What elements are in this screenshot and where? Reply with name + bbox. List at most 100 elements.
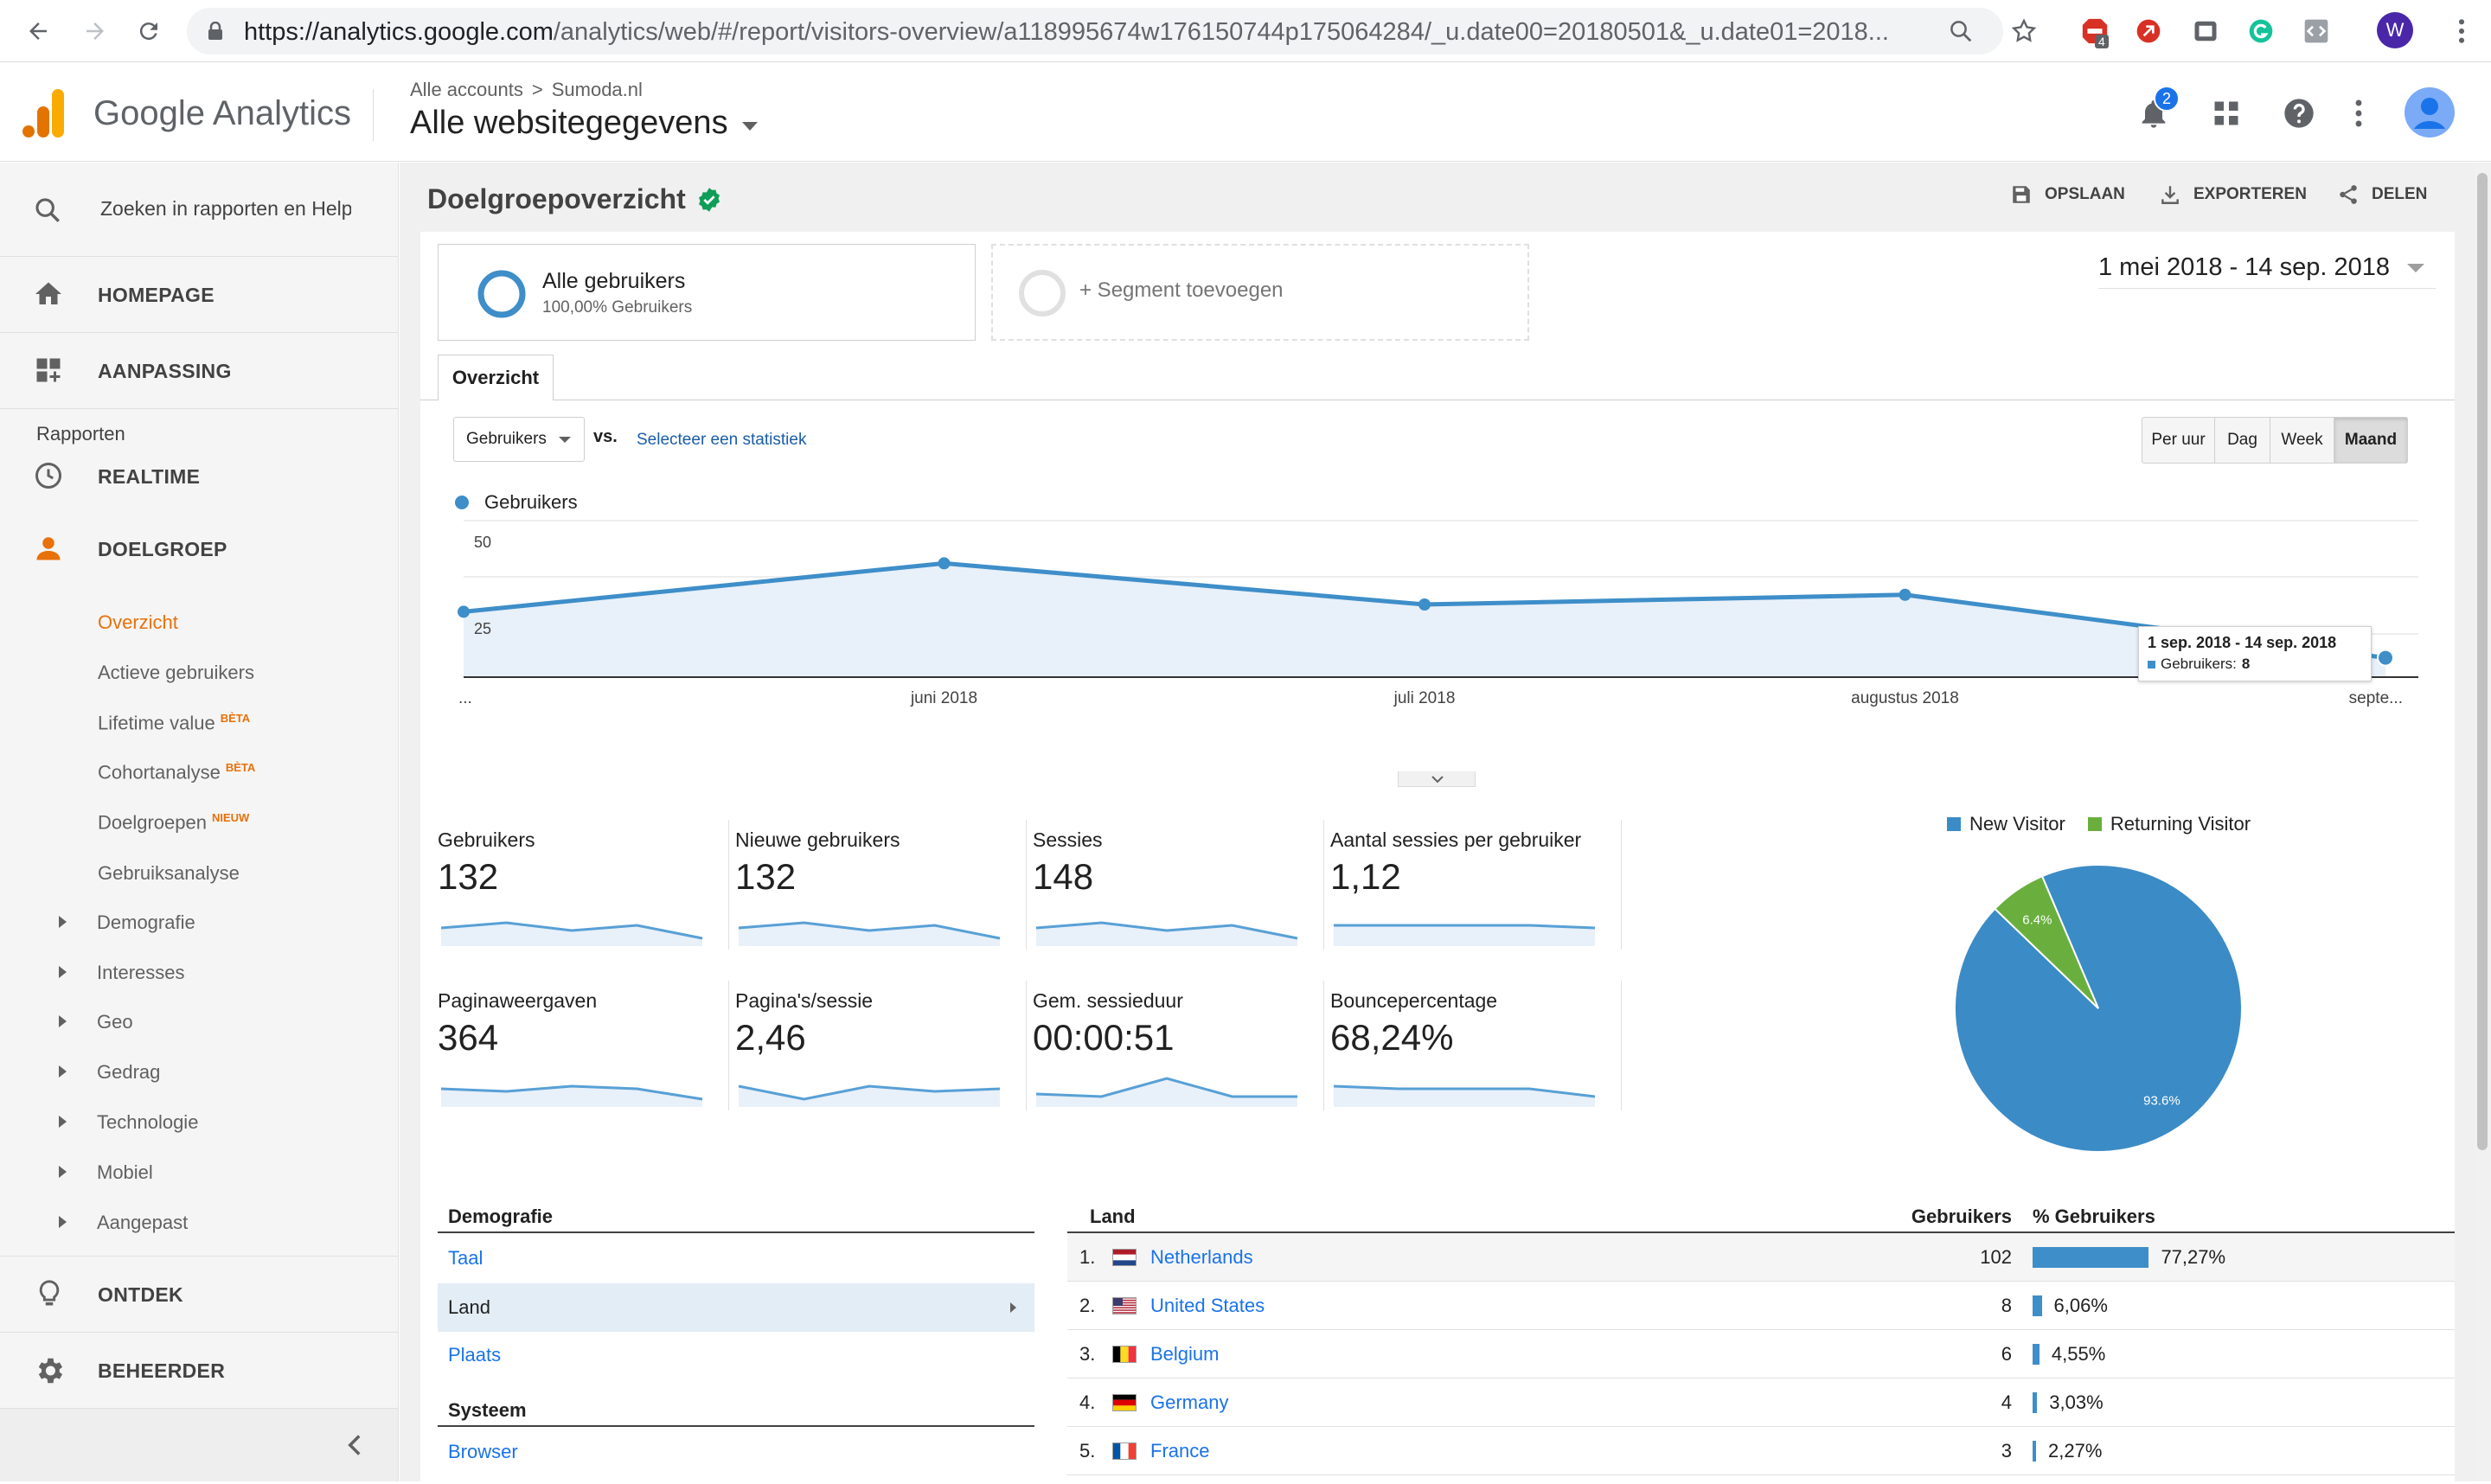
select-statistic-link[interactable]: Selecteer een statistiek [637,431,807,449]
extension-adblock-icon[interactable]: 4 [2076,12,2114,50]
chart-resize-handle[interactable] [1398,771,1476,787]
kpi-sparkline [1333,1084,1596,1107]
export-button[interactable]: EXPORTEREN [2159,183,2307,206]
more-menu-icon[interactable] [2354,98,2363,129]
share-button[interactable]: DELEN [2337,183,2427,206]
extension-red-icon[interactable] [2129,12,2168,50]
row-rank: 3. [1079,1343,1096,1365]
legend-label: Gebruikers [484,491,578,513]
kpi-divider [728,981,729,1110]
legend-label-returning-visitor: Returning Visitor [2110,813,2251,835]
sidebar-item-admin[interactable]: BEHEERDER [0,1332,399,1408]
extension-cast-icon[interactable] [2187,12,2225,50]
date-range-picker[interactable]: 1 mei 2018 - 14 sep. 2018 [2098,247,2436,289]
sidebar-item-discover[interactable]: ONTDEK [0,1256,399,1332]
page-scrollbar[interactable] [2474,163,2491,1481]
sidebar-item-homepage[interactable]: HOMEPAGE [0,256,399,332]
profile-avatar[interactable]: W [2377,12,2413,48]
kpi-card: Pagina's/sessie 2,46 [735,989,1012,1119]
verified-check-icon [696,187,722,213]
scrollbar-thumb[interactable] [2477,173,2488,1150]
granularity-week[interactable]: Week [2270,418,2334,463]
chart-legend: Gebruikers [455,491,578,514]
url-text: https://analytics.google.com/analytics/w… [244,18,1889,46]
kpi-title: Nieuwe gebruikers [735,828,900,851]
view-selector[interactable]: Alle websitegegevens [410,105,758,142]
sidebar-subitem-behavior[interactable]: Gedrag [97,1061,161,1083]
country-heading-rule [1067,1231,2455,1233]
data-point[interactable] [2377,649,2394,667]
kpi-divider [1026,981,1027,1110]
forward-icon[interactable] [76,12,114,50]
help-icon[interactable] [2282,96,2316,131]
sidebar-item-customization[interactable]: AANPASSING [0,332,399,408]
kpi-divider [1026,820,1027,950]
sidebar-subitem-audiences[interactable]: Doelgroepen NIEUW [98,811,249,834]
country-link[interactable]: Germany [1150,1391,1229,1413]
chrome-menu-icon[interactable] [2443,12,2481,50]
expand-caret-icon [59,1015,67,1027]
account-avatar-icon[interactable] [2405,87,2455,138]
ga-logo-icon[interactable] [22,89,66,138]
data-point[interactable] [1418,598,1431,611]
granularity-buttons: Per uur Dag Week Maand [2142,417,2408,464]
search-input[interactable]: Zoeken in rapporten en Help [100,197,351,220]
zoom-icon[interactable] [1948,18,1974,44]
system-link-browser[interactable]: Browser [448,1441,518,1462]
country-link[interactable]: France [1150,1440,1210,1462]
reload-icon[interactable] [130,12,168,50]
add-segment-button[interactable]: + Segment toevoegen [991,244,1529,341]
data-point[interactable] [1899,588,1911,601]
bookmark-star-icon[interactable] [2005,12,2043,50]
data-point[interactable] [458,605,470,618]
metric-select[interactable]: Gebruikers [453,417,585,462]
granularity-month[interactable]: Maand [2334,418,2407,463]
country-link[interactable]: United States [1150,1295,1265,1316]
sidebar-item-realtime[interactable]: REALTIME [0,448,399,505]
pie-slice-label: 6.4% [2022,912,2052,927]
sidebar-subitem-demographics[interactable]: Demografie [97,912,195,933]
sidebar-subitem-lifetime-value[interactable]: Lifetime value BÈTA [98,712,250,734]
extension-grammarly-icon[interactable] [2242,12,2280,50]
demography-link-language[interactable]: Taal [448,1247,483,1269]
sidebar-subitem-custom[interactable]: Aangepast [97,1212,189,1233]
sidebar-search[interactable]: Zoeken in rapporten en Help [0,163,399,256]
sidebar-subitem-cohort-analysis[interactable]: Cohortanalyse BÈTA [98,761,255,784]
sidebar-subitem-overview[interactable]: Overzicht [98,611,178,633]
save-button[interactable]: OPSLAAN [2010,183,2125,206]
pie-slice-returning-visitor[interactable] [1994,874,2099,1009]
demography-row-country-selected[interactable]: Land [438,1283,1034,1332]
row-pct-value: 4,55% [2051,1343,2106,1365]
sidebar-subitem-geo[interactable]: Geo [97,1011,133,1033]
breadcrumb-root[interactable]: Alle accounts [410,79,523,100]
country-link[interactable]: Belgium [1150,1343,1220,1365]
sidebar-subitem-active-users[interactable]: Actieve gebruikers [98,662,254,683]
segment-card-all-users[interactable]: Alle gebruikers 100,00% Gebruikers [438,244,976,341]
row-divider [1067,1281,2455,1282]
notifications-icon[interactable]: 2 [2136,86,2180,131]
sidebar-item-audience[interactable]: DOELGROEP [0,521,399,578]
sidebar-subitem-interests[interactable]: Interesses [97,962,185,983]
data-point[interactable] [938,557,951,570]
sidebar-subitem-mobile[interactable]: Mobiel [97,1161,153,1183]
home-icon [33,278,64,310]
address-bar[interactable]: https://analytics.google.com/analytics/w… [187,8,2003,54]
sidebar-subitem-technology[interactable]: Technologie [97,1111,199,1133]
sidebar-label-discover: ONTDEK [98,1283,183,1306]
sparkline-line [1334,924,1596,930]
collapse-chevron-icon[interactable] [344,1433,365,1457]
back-icon[interactable] [19,12,57,50]
extension-code-icon[interactable] [2297,12,2335,50]
expand-caret-icon [59,1166,67,1178]
breadcrumb-account[interactable]: Sumoda.nl [551,79,643,100]
x-tick-label: augustus 2018 [1851,689,1959,707]
country-link[interactable]: Netherlands [1150,1246,1253,1268]
granularity-day[interactable]: Dag [2215,418,2270,463]
apps-grid-icon[interactable] [2211,98,2242,129]
tab-overview[interactable]: Overzicht [438,355,554,400]
sidebar-subitem-usage-analysis[interactable]: Gebruiksanalyse [98,862,240,884]
granularity-hourly[interactable]: Per uur [2142,418,2215,463]
kpi-value: 132 [735,856,797,897]
row-rank: 2. [1079,1295,1096,1316]
demography-link-city[interactable]: Plaats [448,1344,502,1366]
